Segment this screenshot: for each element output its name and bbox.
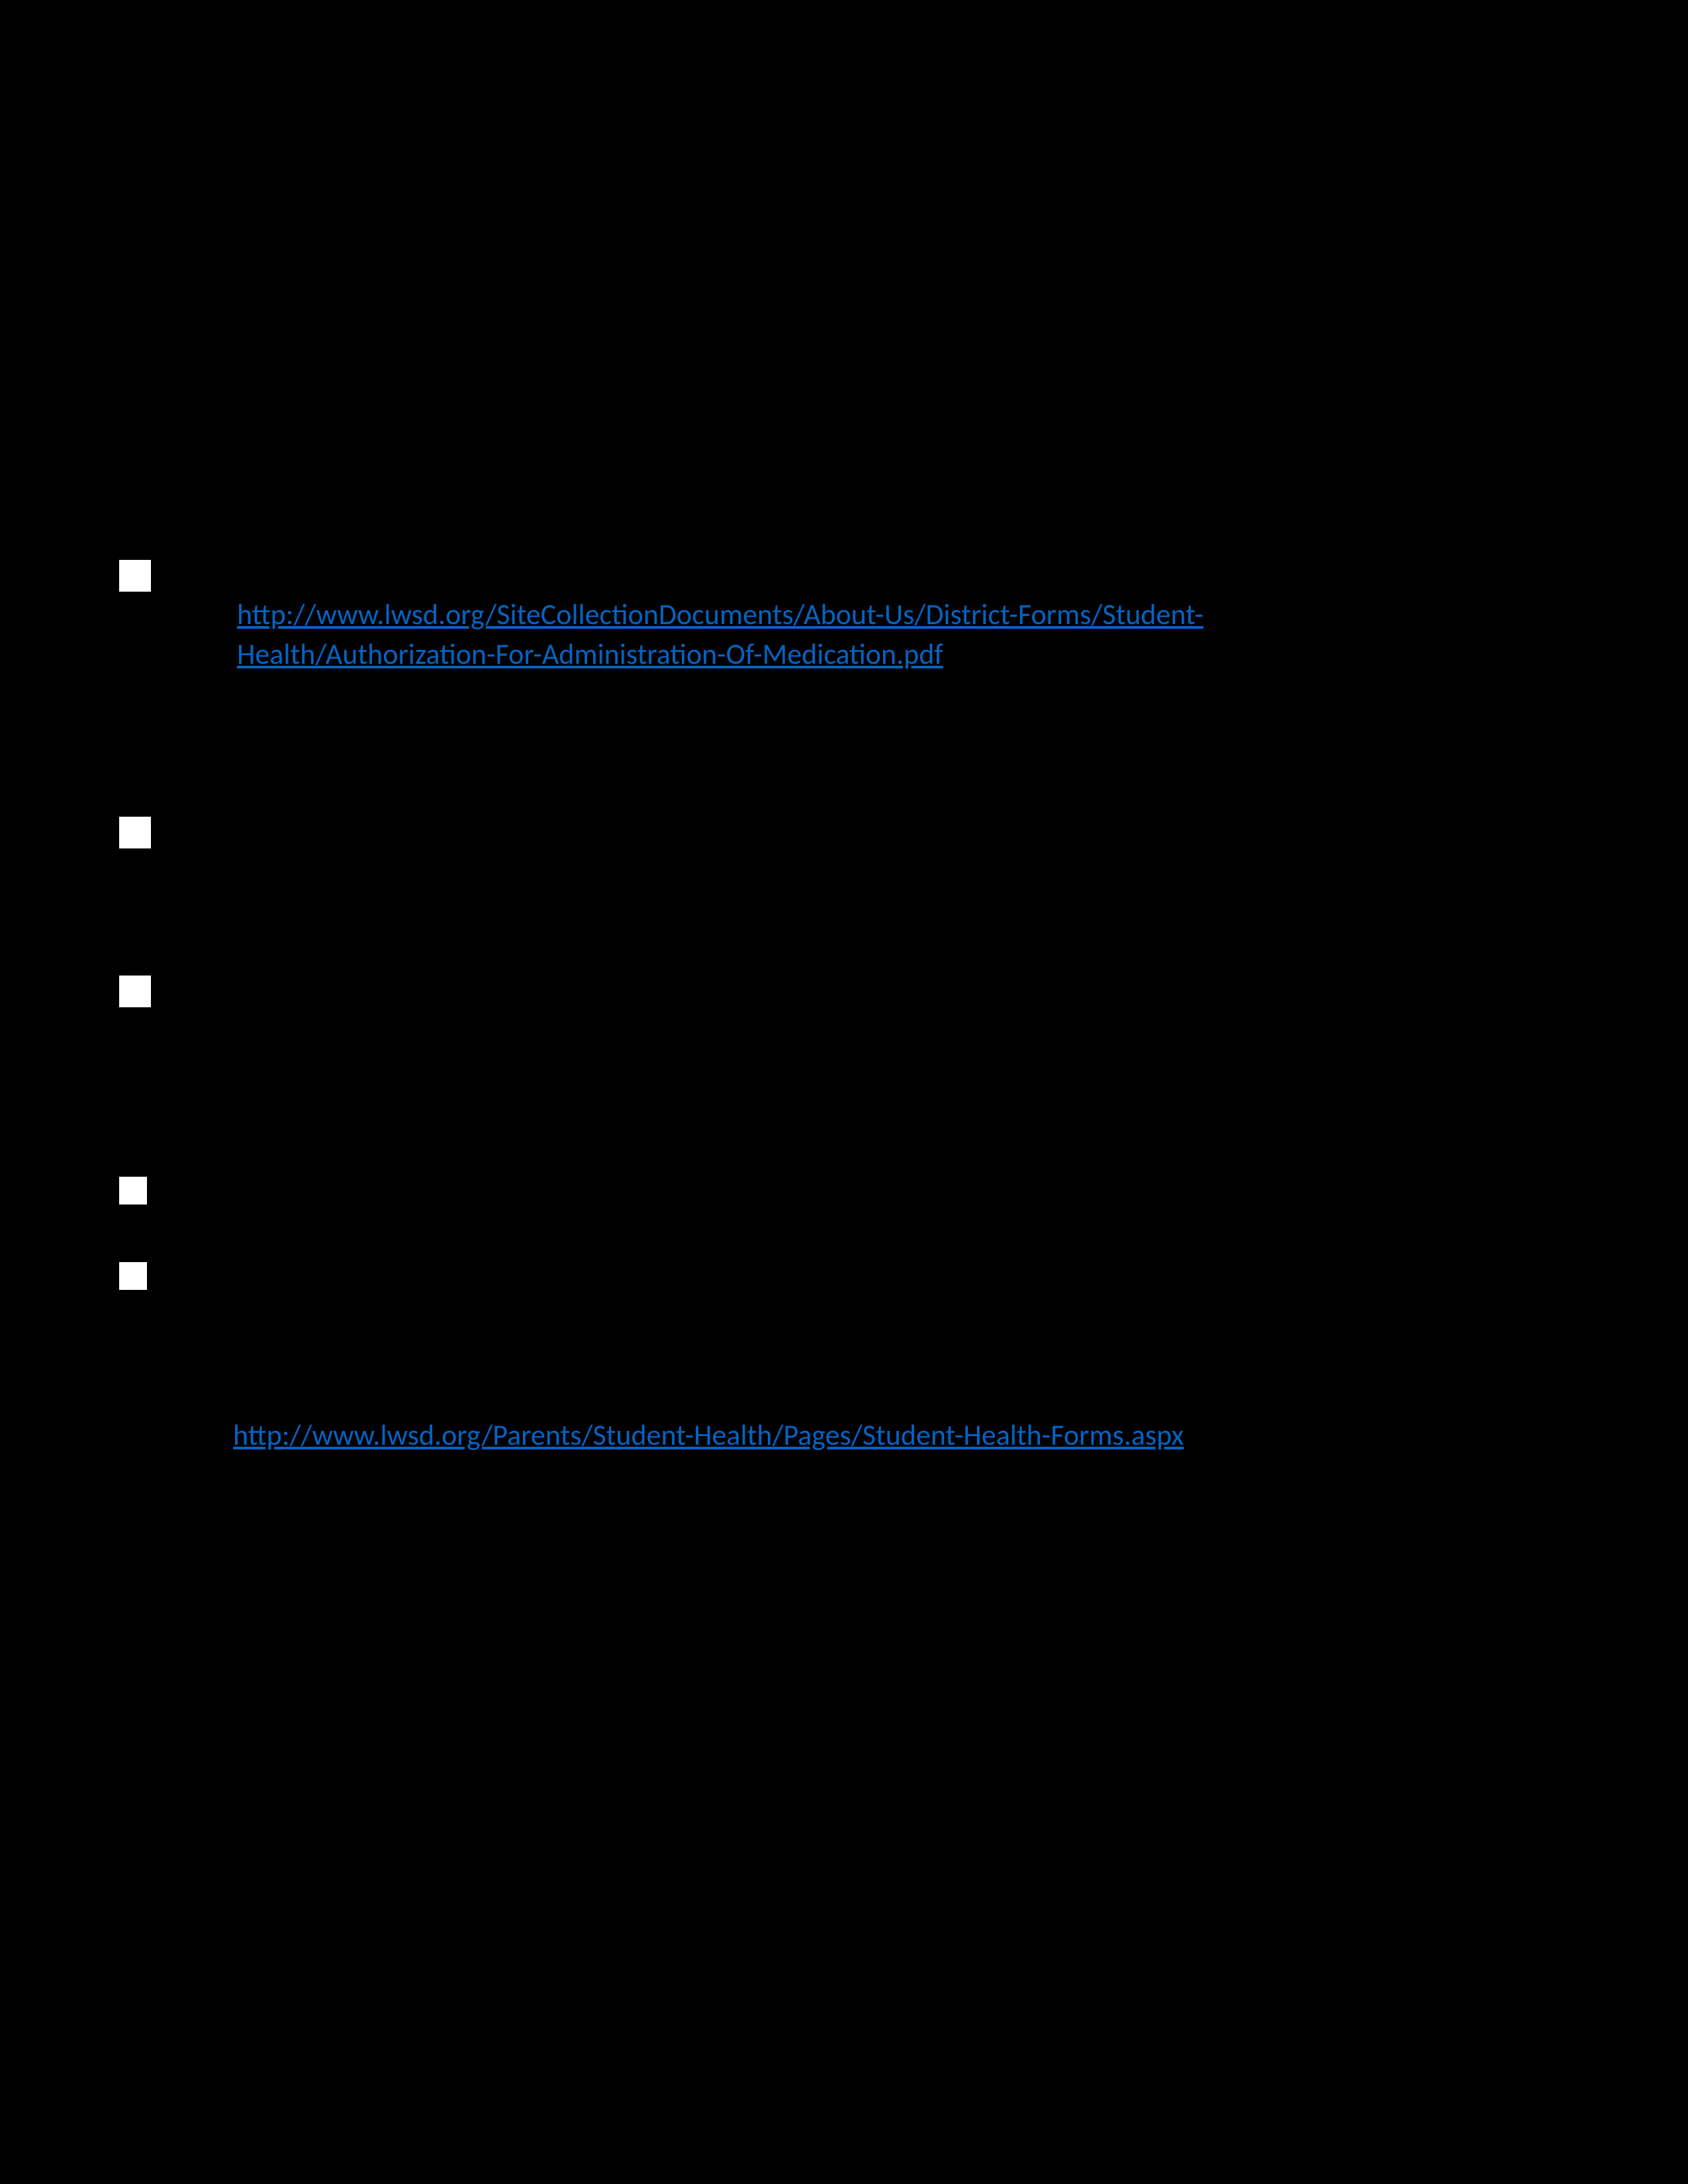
hidden-text <box>237 972 1569 1011</box>
checkbox-icon[interactable] <box>119 1177 147 1205</box>
document-page: http://www.lwsd.org/SiteCollectionDocume… <box>0 0 1688 2184</box>
hidden-text <box>237 813 1569 852</box>
item-content: http://www.lwsd.org/SiteCollectionDocume… <box>151 556 1569 674</box>
checkbox-icon[interactable] <box>119 976 151 1007</box>
med-auth-link-line1[interactable]: http://www.lwsd.org/SiteCollectionDocume… <box>237 596 1203 632</box>
checklist-item-med-auth: http://www.lwsd.org/SiteCollectionDocume… <box>119 556 1569 674</box>
item-content <box>151 813 1569 852</box>
checklist-item-2 <box>119 813 1569 852</box>
checkbox-icon[interactable] <box>119 1262 147 1290</box>
checklist-item-5: http://www.lwsd.org/Parents/Student-Heal… <box>119 1258 1569 1455</box>
checkbox-icon[interactable] <box>119 817 151 848</box>
item-content <box>147 1173 1569 1212</box>
med-auth-link-line2[interactable]: Health/Authorization-For-Administration-… <box>237 636 943 672</box>
checklist-item-3 <box>119 972 1569 1011</box>
checkbox-icon[interactable] <box>119 560 151 592</box>
hidden-lead-text <box>237 556 1569 595</box>
student-health-forms-link[interactable]: http://www.lwsd.org/Parents/Student-Heal… <box>233 1417 1184 1453</box>
top-spacer <box>119 165 1569 338</box>
hidden-text <box>233 1258 1569 1416</box>
checklist-item-4 <box>119 1173 1569 1212</box>
item-content: http://www.lwsd.org/Parents/Student-Heal… <box>147 1258 1569 1455</box>
item-content <box>151 972 1569 1011</box>
hidden-text <box>233 1173 1569 1212</box>
